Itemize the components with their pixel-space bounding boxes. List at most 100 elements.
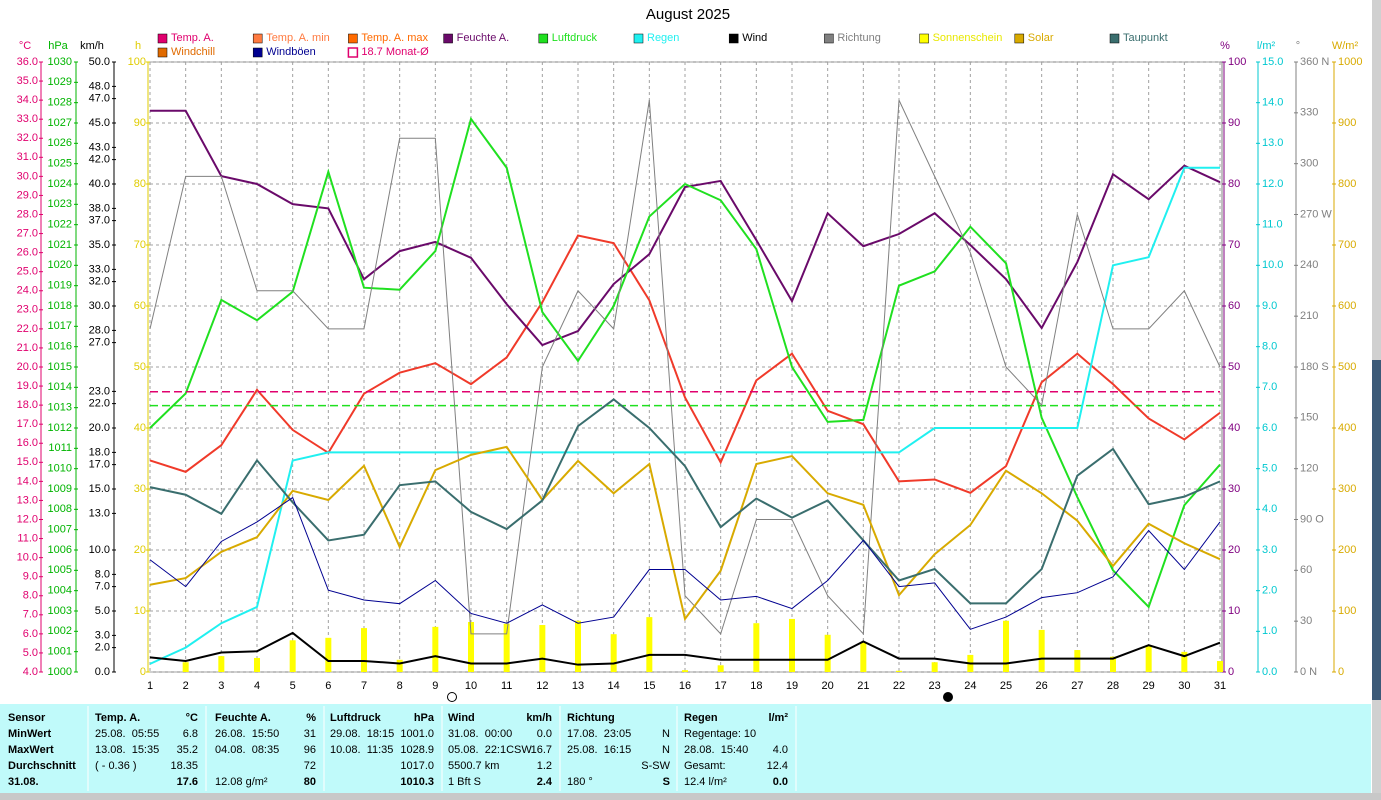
y-tick-label: 600	[1338, 300, 1356, 312]
legend-swatch	[348, 33, 358, 44]
x-tick-label: 18	[750, 680, 762, 692]
axis-unit: °C	[19, 40, 31, 52]
table-cell: 25.08. 05:55	[95, 728, 159, 740]
legend-swatch	[347, 47, 359, 58]
series-line	[149, 445, 1221, 622]
y-tick-label: 19.0	[17, 380, 38, 392]
axis-unit: km/h	[80, 40, 104, 52]
y-tick-label: 31.0	[17, 151, 38, 163]
y-tick-label: 0 N	[1300, 666, 1317, 678]
bar	[789, 618, 795, 672]
bar	[432, 626, 439, 672]
y-tick-label: 11.0	[1262, 219, 1283, 231]
y-tick-label: 0	[140, 666, 146, 678]
legend-swatch	[538, 33, 549, 44]
bar	[610, 634, 617, 672]
y-tick-label: 14.0	[1262, 97, 1283, 109]
y-tick-label: 21.0	[17, 342, 38, 354]
legend-swatch	[1109, 33, 1120, 44]
bar	[1145, 645, 1152, 672]
table-cell: 35.2	[177, 744, 198, 756]
y-tick-label: 2.0	[95, 642, 110, 654]
legend-swatch	[443, 33, 453, 44]
table-cell: 80	[304, 776, 316, 788]
y-tick-label: 23.0	[17, 304, 38, 316]
table-header: Feuchte A.	[215, 712, 271, 724]
bar	[682, 670, 688, 672]
y-tick-label: 42.0	[89, 154, 110, 166]
series-line	[149, 116, 1221, 609]
y-tick-label: 3.0	[95, 629, 110, 641]
y-tick-label: 6.0	[23, 628, 38, 640]
x-tick-label: 15	[643, 680, 655, 692]
y-tick-label: 28.0	[89, 324, 110, 336]
y-tick-label: 38.0	[89, 202, 110, 214]
legend-label: Sonnenschein	[933, 32, 1003, 44]
table-cell: 1017.0	[400, 760, 434, 772]
y-tick-label: 40	[1228, 422, 1240, 434]
bar	[931, 662, 938, 672]
y-tick-label: 12.0	[1262, 178, 1283, 190]
y-tick-label: 29.0	[17, 189, 38, 201]
y-tick-label: 14.0	[17, 475, 38, 487]
x-tick-label: 24	[964, 680, 976, 692]
y-tick-label: 70	[1228, 239, 1240, 251]
y-tick-label: 8.0	[1262, 341, 1277, 353]
x-tick-label: 25	[1000, 680, 1012, 692]
y-tick-label: 45.0	[89, 117, 110, 129]
x-tick-label: 11	[501, 680, 512, 692]
y-tick-label: 8.0	[95, 568, 110, 580]
table-cell: 4.0	[773, 744, 788, 756]
bar	[289, 640, 296, 672]
axis-unit: hPa	[48, 40, 68, 52]
y-tick-label: 7.0	[1262, 381, 1277, 393]
y-tick-label: 34.0	[17, 94, 38, 106]
y-tick-label: 1017	[48, 320, 72, 332]
y-tick-label: 30	[1228, 483, 1240, 495]
table-unit: l/m²	[768, 712, 788, 724]
y-tick-label: 1000	[48, 666, 72, 678]
y-tick-label: 240	[1300, 259, 1318, 271]
table-cell: 5500.7 km	[448, 760, 499, 772]
table-cell: 1010.3	[400, 776, 434, 788]
y-tick-label: 1024	[48, 178, 72, 190]
table-header: Temp. A.	[95, 712, 140, 724]
legend-label: Wind	[742, 32, 767, 44]
y-tick-label: 10.0	[1262, 259, 1283, 271]
y-tick-label: 1025	[48, 158, 72, 170]
x-tick-label: 2	[183, 680, 189, 692]
table-cell: 04.08. 08:35	[215, 744, 279, 756]
x-tick-label: 1	[147, 680, 153, 692]
x-tick-label: 7	[361, 680, 367, 692]
legend-swatch	[633, 33, 644, 44]
y-tick-label: 48.0	[89, 80, 110, 92]
y-tick-label: 0	[1338, 666, 1344, 678]
x-tick-label: 17	[715, 680, 727, 692]
y-tick-label: 35.0	[17, 75, 38, 87]
legend-label: Taupunkt	[1123, 32, 1168, 44]
y-tick-label: 24.0	[17, 285, 38, 297]
y-tick-label: 1023	[48, 198, 72, 210]
y-tick-label: 1022	[48, 219, 72, 231]
bar	[1217, 661, 1223, 672]
y-tick-label: 1008	[48, 503, 72, 515]
y-tick-label: 60	[134, 300, 146, 312]
y-tick-label: 1013	[48, 402, 72, 414]
bar	[218, 656, 225, 672]
y-tick-label: 30.0	[17, 170, 38, 182]
table-cell: 12.08 g/m²	[215, 776, 268, 788]
y-tick-label: 5.0	[23, 647, 38, 659]
y-tick-label: 60	[1300, 564, 1312, 576]
bar	[646, 617, 653, 672]
y-tick-label: 200	[1338, 544, 1356, 556]
bar	[717, 665, 724, 672]
y-tick-label: 1006	[48, 544, 72, 556]
y-tick-label: 90	[1228, 117, 1240, 129]
x-tick-label: 14	[608, 680, 620, 692]
x-tick-label: 3	[218, 680, 224, 692]
y-tick-label: 9.0	[23, 571, 38, 583]
table-cell: ( - 0.36 )	[95, 760, 137, 772]
bar	[1003, 620, 1009, 672]
table-cell: 72	[304, 760, 316, 772]
y-tick-label: 27.0	[17, 227, 38, 239]
